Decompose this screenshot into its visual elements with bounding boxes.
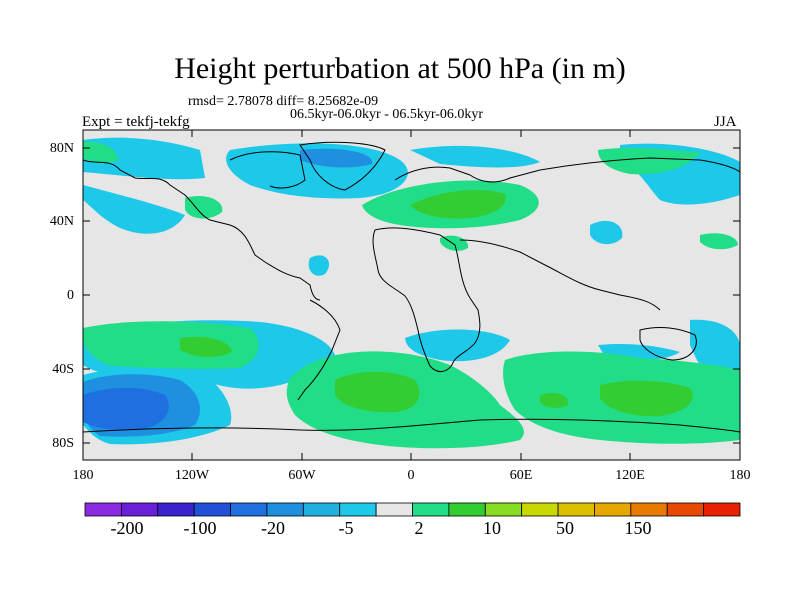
- lon-label-180w: 180: [72, 468, 94, 483]
- lon-label-60e: 60E: [509, 468, 533, 483]
- colorbar: [84, 502, 741, 517]
- colorbar-swatch: [412, 502, 450, 517]
- lat-label-40s: 40S: [52, 362, 74, 377]
- colorbar-swatch: [375, 502, 413, 517]
- colorbar-swatch: [302, 502, 341, 517]
- colorbar-swatch: [157, 502, 195, 517]
- colorbar-swatch: [120, 502, 159, 517]
- colorbar-swatch: [630, 502, 668, 517]
- colorbar-label: 150: [624, 518, 652, 538]
- colorbar-swatch: [266, 502, 304, 517]
- negative-contours-deep: [83, 387, 169, 431]
- colorbar-swatch: [230, 502, 268, 517]
- colorbar-swatch: [193, 502, 231, 517]
- lon-label-180e: 180: [729, 468, 751, 483]
- colorbar-swatch: [484, 502, 523, 517]
- season-text: JJA: [714, 114, 737, 130]
- rmsd-text: rmsd= 2.78078 diff= 8.25682e-09: [188, 94, 379, 109]
- lon-label-120e: 120E: [615, 468, 645, 483]
- colorbar-label: -5: [338, 518, 354, 538]
- colorbar-label: 50: [556, 518, 574, 538]
- colorbar-label: 10: [483, 518, 501, 538]
- colorbar-swatch: [557, 502, 595, 517]
- coastlines: [83, 141, 740, 433]
- lat-label-eq: 0: [67, 288, 74, 303]
- lon-label-60w: 60W: [288, 468, 316, 483]
- colorbar-label: -200: [110, 518, 144, 538]
- period-text: 06.5kyr-06.0kyr - 06.5kyr-06.0kyr: [290, 107, 484, 122]
- colorbar-swatch: [448, 502, 486, 517]
- colorbar-swatch: [594, 502, 632, 517]
- colorbar-swatch: [703, 502, 741, 517]
- experiment-text: Expt = tekfj-tekfg: [82, 114, 190, 130]
- lat-label-80n: 80N: [49, 141, 74, 156]
- colorbar-swatch: [521, 502, 559, 517]
- colorbar-label: -100: [183, 518, 217, 538]
- colorbar-swatch: [84, 502, 122, 517]
- lon-label-120w: 120W: [174, 468, 210, 483]
- lat-label-40n: 40N: [49, 214, 74, 229]
- colorbar-swatch: [339, 502, 377, 517]
- colorbar-label: -20: [261, 518, 285, 538]
- colorbar-swatch: [666, 502, 705, 517]
- plot-title: Height perturbation at 500 hPa (in m): [174, 52, 626, 85]
- colorbar-label: 2: [414, 518, 424, 538]
- axis-ticks: [82, 130, 741, 460]
- positive-contours-mid: [180, 189, 693, 417]
- lon-label-0: 0: [407, 468, 415, 483]
- lat-label-80s: 80S: [52, 436, 74, 451]
